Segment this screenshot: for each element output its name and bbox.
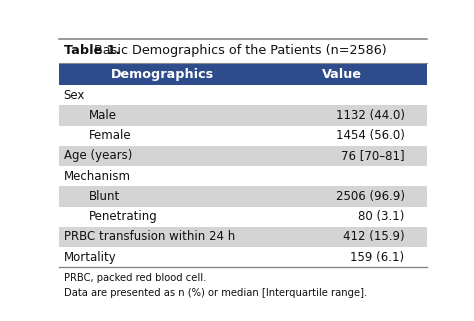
Text: 1132 (44.0): 1132 (44.0) bbox=[336, 109, 405, 122]
Bar bbox=[59, 227, 427, 247]
Text: Mortality: Mortality bbox=[64, 251, 117, 264]
Bar bbox=[59, 126, 427, 146]
Text: Table 1.: Table 1. bbox=[64, 44, 120, 57]
Text: Penetrating: Penetrating bbox=[90, 210, 158, 223]
Bar bbox=[59, 146, 427, 166]
Text: Age (years): Age (years) bbox=[64, 150, 132, 162]
Text: Basic Demographics of the Patients (n=2586): Basic Demographics of the Patients (n=25… bbox=[90, 44, 387, 57]
Bar bbox=[59, 186, 427, 207]
Text: 159 (6.1): 159 (6.1) bbox=[350, 251, 405, 264]
Text: Male: Male bbox=[90, 109, 118, 122]
Bar bbox=[59, 247, 427, 267]
Bar bbox=[59, 166, 427, 186]
Text: 412 (15.9): 412 (15.9) bbox=[343, 230, 405, 244]
Text: 76 [70–81]: 76 [70–81] bbox=[341, 150, 405, 162]
Text: Data are presented as n (%) or median [Interquartile range].: Data are presented as n (%) or median [I… bbox=[64, 288, 367, 298]
Text: 80 (3.1): 80 (3.1) bbox=[358, 210, 405, 223]
Text: PRBC, packed red blood cell.: PRBC, packed red blood cell. bbox=[64, 273, 206, 283]
Text: Female: Female bbox=[90, 129, 132, 142]
Bar bbox=[59, 207, 427, 227]
Bar bbox=[59, 85, 427, 105]
Bar bbox=[59, 105, 427, 126]
Text: Mechanism: Mechanism bbox=[64, 170, 131, 183]
Text: 1454 (56.0): 1454 (56.0) bbox=[336, 129, 405, 142]
Text: Blunt: Blunt bbox=[90, 190, 120, 203]
Bar bbox=[59, 39, 427, 63]
Text: Demographics: Demographics bbox=[110, 68, 214, 81]
Text: Sex: Sex bbox=[64, 89, 85, 102]
Bar bbox=[59, 63, 427, 85]
Text: PRBC transfusion within 24 h: PRBC transfusion within 24 h bbox=[64, 230, 235, 244]
Text: 2506 (96.9): 2506 (96.9) bbox=[336, 190, 405, 203]
Text: Value: Value bbox=[322, 68, 362, 81]
